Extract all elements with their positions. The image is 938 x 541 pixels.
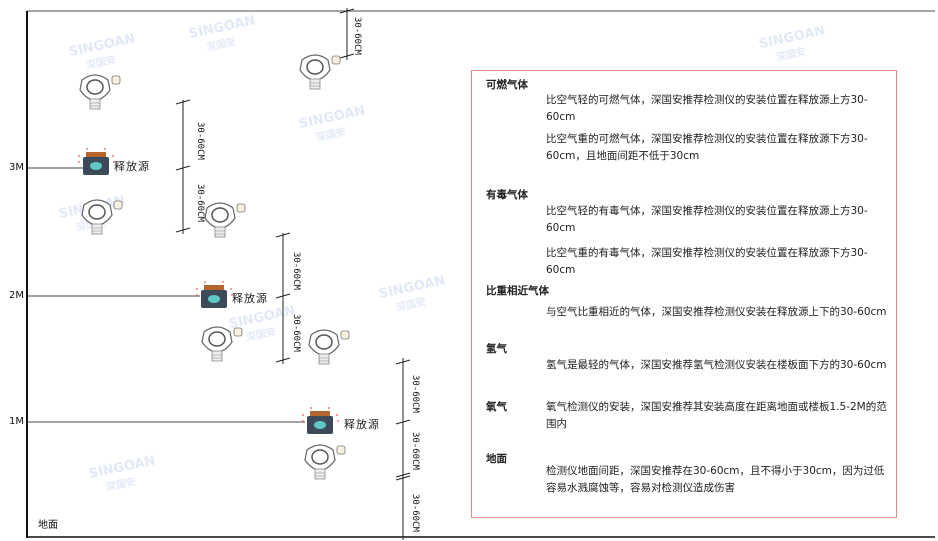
section-title-toxic: 有毒气体 <box>486 189 528 201</box>
note-ground: 检测仪地面间距，深国安推荐在30-60cm，且不得小于30cm，因为过低容易水溅… <box>546 465 885 494</box>
dimension-lines <box>175 8 411 540</box>
release-source-label: 释放源 <box>114 160 150 173</box>
ground-label: 地面 <box>38 520 58 531</box>
note-hydrogen: 氢气是最轻的气体，深国安推荐氢气检测仪安装在楼板面下方的30-60cm <box>546 359 887 371</box>
note-combustible-lighter: 比空气轻的可燃气体，深国安推荐检测仪的安装位置在释放源上方30-60cm <box>546 94 868 123</box>
gas-detector-icon <box>308 329 350 365</box>
gas-detector-icon <box>204 202 246 238</box>
release-source-icon <box>78 148 115 175</box>
level-label-2m: 2M <box>9 290 24 301</box>
dimension-label: 30-60CM <box>195 184 205 222</box>
release-source-label: 释放源 <box>344 418 380 431</box>
dimension-label: 30-60CM <box>410 432 420 470</box>
dimension-label: 30-60CM <box>352 17 362 55</box>
level-label-1m: 1M <box>9 416 24 427</box>
gas-detector-icon <box>201 326 243 362</box>
section-title-ground: 地面 <box>486 453 507 465</box>
release-source-label: 释放源 <box>232 292 268 305</box>
dimension-label: 30-60CM <box>291 252 301 290</box>
note-toxic-lighter: 比空气轻的有毒气体，深国安推荐检测仪的安装位置在释放源上方30-60cm <box>546 205 868 234</box>
level-label-3m: 3M <box>9 162 24 173</box>
note-similar: 与空气比重相近的气体，深国安推荐检测仪安装在释放源上下的30-60cm <box>546 306 887 318</box>
dimension-label: 30-60CM <box>410 494 420 532</box>
gas-detector-icon <box>81 199 123 235</box>
section-title-hydrogen: 氢气 <box>486 343 507 355</box>
note-combustible-heavier: 比空气重的可燃气体，深国安推荐检测仪的安装位置在释放源下方30-60cm，且地面… <box>546 133 868 162</box>
dimension-label: 30-60CM <box>195 122 205 160</box>
note-oxygen: 氧气检测仪的安装，深国安推荐其安装高度在距离地面或楼板1.5-2M的范围内 <box>546 401 887 430</box>
section-title-combustible: 可燃气体 <box>486 79 528 91</box>
section-title-oxygen: 氧气 <box>486 401 507 413</box>
gas-detector-icon <box>304 444 346 480</box>
gas-detector-icon <box>79 74 121 110</box>
dimension-label: 30-60CM <box>410 375 420 413</box>
note-toxic-heavier: 比空气重的有毒气体，深国安推荐检测仪的安装位置在释放源下方30-60cm <box>546 247 868 276</box>
section-title-similar: 比重相近气体 <box>486 285 549 297</box>
release-source-icon <box>196 281 233 308</box>
dimension-label: 30-60CM <box>291 314 301 352</box>
release-source-icon <box>302 407 339 434</box>
installation-notes-panel: 可燃气体 比空气轻的可燃气体，深国安推荐检测仪的安装位置在释放源上方30-60c… <box>471 70 897 518</box>
gas-detector-icon <box>299 54 341 90</box>
